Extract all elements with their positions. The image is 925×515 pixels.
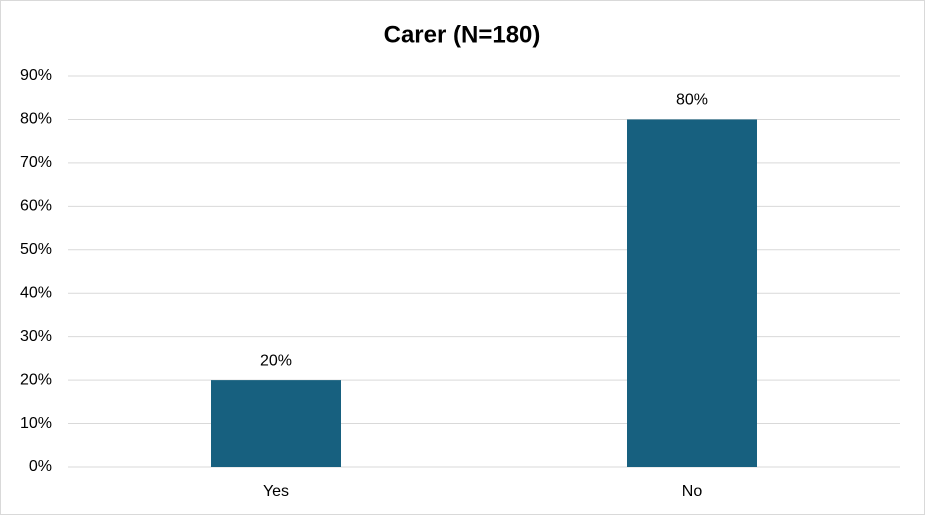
y-tick-label: 60% (20, 198, 52, 215)
y-tick-label: 70% (20, 154, 52, 171)
y-tick-label: 50% (20, 241, 52, 258)
bar (627, 119, 757, 467)
chart-title: Carer (N=180) (384, 21, 541, 48)
y-tick-label: 10% (20, 415, 52, 432)
x-tick-label: No (682, 483, 703, 500)
x-tick-label: Yes (263, 483, 289, 500)
bar (211, 380, 341, 467)
y-tick-label: 80% (20, 111, 52, 128)
data-label: 80% (676, 92, 708, 109)
y-tick-label: 30% (20, 328, 52, 345)
y-tick-label: 20% (20, 371, 52, 388)
y-tick-label: 90% (20, 67, 52, 84)
y-tick-label: 0% (29, 458, 52, 475)
y-tick-label: 40% (20, 284, 52, 301)
data-label: 20% (260, 352, 292, 369)
